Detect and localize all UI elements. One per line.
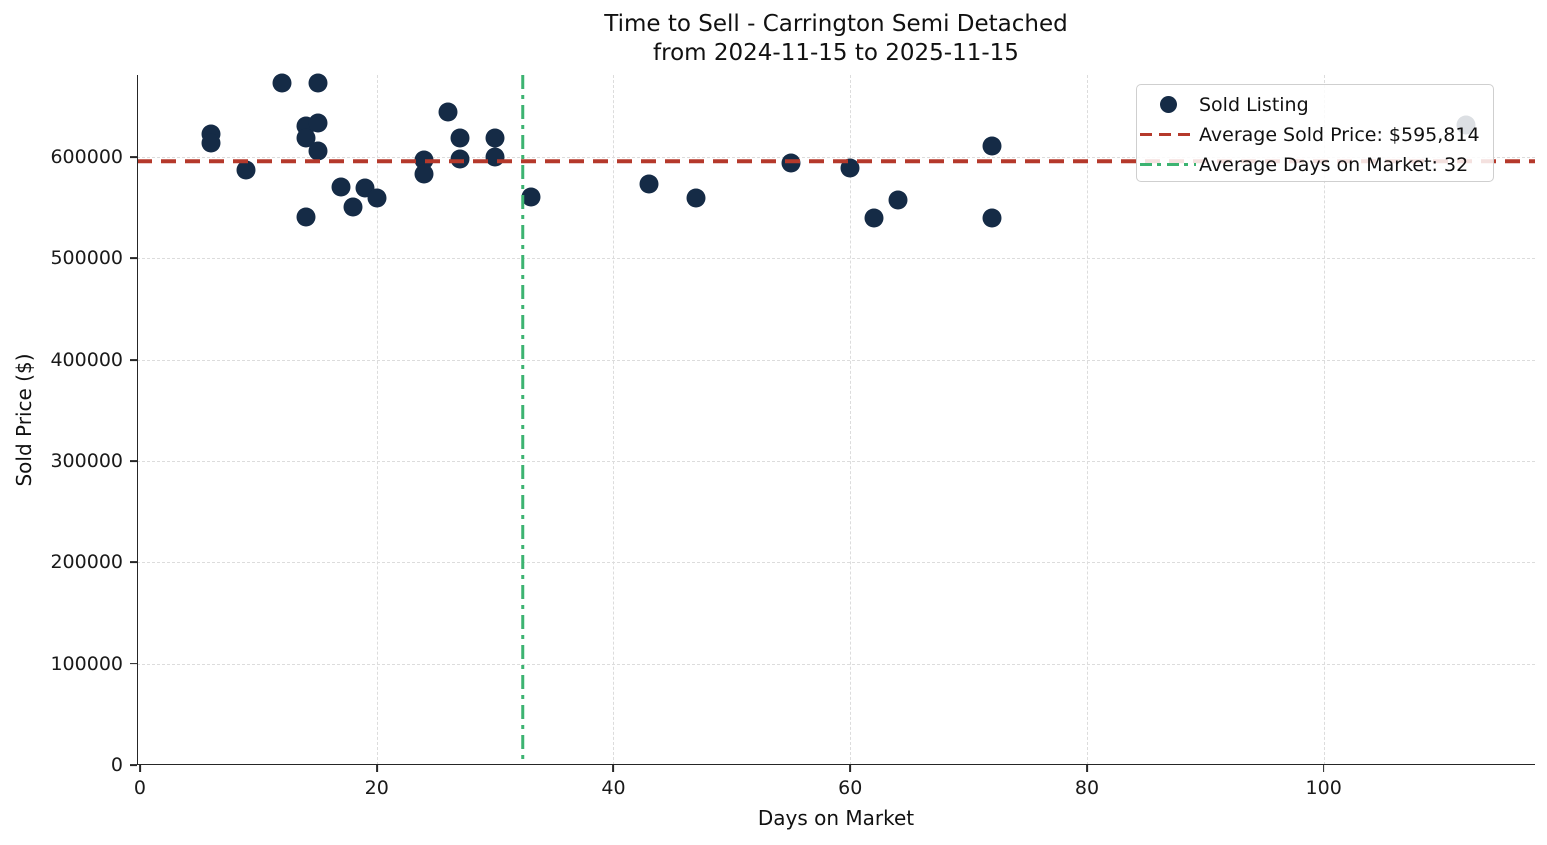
legend-label: Average Sold Price: $595,814 — [1199, 123, 1480, 146]
scatter-point — [450, 128, 470, 148]
chart-title: Time to Sell - Carrington Semi Detached — [604, 11, 1068, 37]
legend-item-average-sold-price: Average Sold Price: $595,814 — [1137, 119, 1493, 150]
h-gridline — [137, 461, 1535, 463]
x-tick-mark — [612, 765, 615, 772]
x-tick-mark — [849, 765, 852, 772]
scatter-point — [296, 128, 316, 148]
y-tick-label: 0 — [110, 754, 123, 776]
scatter-point — [343, 197, 363, 217]
scatter-point — [982, 208, 1002, 228]
scatter-point — [308, 113, 328, 133]
scatter-point — [864, 208, 884, 228]
x-tick-label: 100 — [1305, 777, 1342, 799]
scatter-point — [414, 164, 434, 184]
y-tick-label: 400000 — [50, 348, 123, 371]
x-tick-label: 0 — [133, 777, 146, 799]
y-axis-label: Sold Price ($) — [12, 353, 36, 487]
plot-area — [137, 75, 1535, 765]
scatter-point — [236, 160, 256, 180]
x-axis-label: Days on Market — [757, 806, 915, 830]
scatter-point — [781, 153, 801, 173]
x-tick-mark — [1322, 765, 1325, 772]
scatter-point — [982, 136, 1002, 156]
y-tick-mark — [130, 764, 137, 766]
legend-label: Average Days on Market: 32 — [1199, 153, 1469, 176]
h-gridline — [137, 258, 1535, 260]
dashed-line-icon — [1137, 132, 1199, 137]
scatter-point — [296, 207, 316, 227]
h-gridline — [137, 359, 1535, 361]
v-gridline — [613, 75, 615, 765]
y-tick-label: 100000 — [50, 652, 123, 675]
scatter-point — [367, 188, 387, 208]
scatter-point — [450, 149, 470, 169]
y-tick-mark — [130, 460, 137, 462]
x-tick-label: 60 — [838, 777, 863, 799]
y-tick-mark — [130, 561, 137, 564]
scatter-point — [485, 128, 505, 148]
y-tick-label: 600000 — [50, 146, 123, 169]
legend-item-sold-listing: Sold Listing — [1137, 89, 1493, 120]
h-gridline — [137, 663, 1535, 665]
x-tick-mark — [375, 765, 378, 772]
scatter-point — [331, 177, 351, 197]
scatter-point — [308, 73, 328, 93]
h-gridline — [137, 157, 1535, 159]
legend-label: Sold Listing — [1199, 93, 1309, 116]
scatter-point — [840, 158, 860, 178]
dashdot-line-icon — [1137, 162, 1199, 167]
average-days-on-market-line — [520, 75, 525, 765]
legend-item-average-days: Average Days on Market: 32 — [1137, 149, 1493, 180]
y-tick-label: 300000 — [50, 450, 123, 473]
v-gridline — [850, 75, 852, 765]
x-tick-mark — [1086, 765, 1088, 772]
x-tick-mark — [139, 765, 141, 772]
sold-listing-dot-icon — [1137, 96, 1199, 113]
scatter-point — [639, 174, 659, 194]
v-gridline — [1086, 75, 1088, 765]
x-tick-label: 40 — [601, 777, 626, 799]
scatter-point — [521, 187, 541, 207]
scatter-point — [888, 190, 908, 210]
scatter-point — [686, 188, 706, 208]
scatter-point — [201, 133, 221, 153]
v-gridline — [1323, 75, 1325, 765]
scatter-point — [308, 141, 328, 161]
v-gridline — [376, 75, 378, 765]
x-tick-label: 80 — [1074, 777, 1100, 799]
average-sold-price-line — [137, 159, 1535, 164]
y-tick-mark — [130, 257, 137, 260]
y-tick-mark — [130, 662, 137, 665]
y-tick-mark — [130, 156, 137, 158]
y-tick-label: 200000 — [50, 551, 123, 574]
y-tick-label: 500000 — [50, 247, 123, 270]
h-gridline — [137, 562, 1535, 564]
scatter-point — [272, 73, 292, 93]
x-tick-label: 20 — [364, 777, 389, 799]
scatter-point — [438, 102, 458, 122]
chart-subtitle: from 2024-11-15 to 2025-11-15 — [653, 40, 1019, 66]
y-tick-mark — [130, 358, 137, 361]
legend: Sold Listing Average Sold Price: $595,81… — [1136, 84, 1494, 182]
